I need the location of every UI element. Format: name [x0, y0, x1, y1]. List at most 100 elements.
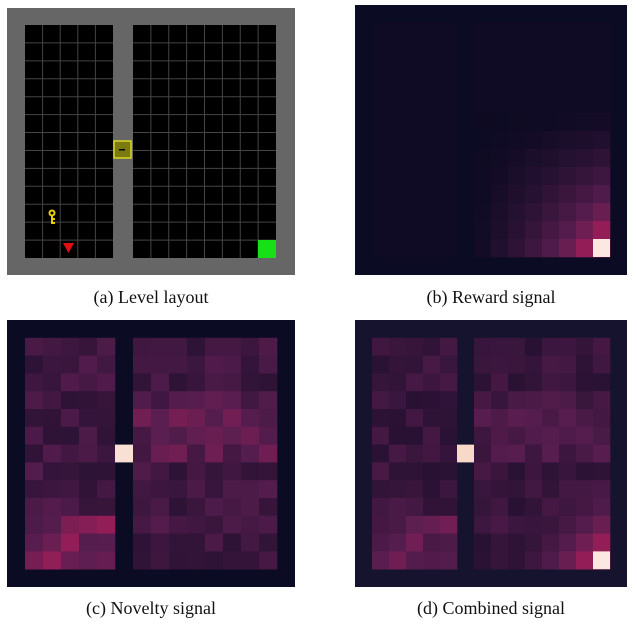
heatmap-cell — [241, 373, 259, 391]
heatmap-cell — [97, 516, 115, 534]
heatmap-cell — [406, 551, 423, 569]
heatmap-cell — [576, 480, 593, 498]
heatmap-cell — [576, 338, 593, 356]
heatmap-cell — [25, 338, 43, 356]
heatmap-cell — [133, 480, 151, 498]
heatmap-cell — [187, 409, 205, 427]
heatmap-cell — [205, 516, 223, 534]
heatmap-cell — [525, 149, 542, 167]
heatmap-cell — [259, 338, 277, 356]
heatmap-cell — [372, 445, 389, 463]
heatmap-cell — [508, 59, 525, 77]
heatmap-cell — [61, 427, 79, 445]
heatmap-cell — [97, 445, 115, 463]
heatmap-cell — [133, 462, 151, 480]
heatmap-cell — [259, 445, 277, 463]
heatmap-cell — [576, 149, 593, 167]
heatmap-cell — [205, 534, 223, 552]
heatmap-cell — [440, 167, 457, 185]
heatmap-cell — [389, 131, 406, 149]
heatmap-cell — [115, 445, 133, 463]
heatmap-cell — [525, 356, 542, 374]
heatmap-cell — [525, 516, 542, 534]
heatmap-cell — [559, 498, 576, 516]
heatmap-cell — [559, 167, 576, 185]
heatmap-cell — [97, 427, 115, 445]
heatmap-cell — [593, 59, 610, 77]
heatmap-cell — [423, 356, 440, 374]
heatmap-cell — [491, 221, 508, 239]
heatmap-cell — [25, 516, 43, 534]
heatmap-cell — [169, 445, 187, 463]
heatmap-cell — [542, 77, 559, 95]
heatmap-cell — [406, 23, 423, 41]
heatmap-cell — [205, 338, 223, 356]
heatmap-cell — [491, 373, 508, 391]
heatmap-cell — [508, 462, 525, 480]
heatmap-cell — [389, 356, 406, 374]
heatmap-cell — [25, 480, 43, 498]
heatmap-cell — [389, 221, 406, 239]
heatmap-cell — [491, 41, 508, 59]
heatmap-cell — [525, 221, 542, 239]
heatmap-cell — [593, 338, 610, 356]
heatmap-cell — [559, 149, 576, 167]
heatmap-cell — [491, 356, 508, 374]
heatmap-cell — [151, 551, 169, 569]
heatmap-cell — [542, 23, 559, 41]
heatmap-cell — [593, 391, 610, 409]
heatmap-cell — [559, 427, 576, 445]
heatmap-cell — [440, 59, 457, 77]
heatmap-cell — [474, 41, 491, 59]
heatmap-cell — [25, 498, 43, 516]
heatmap-cell — [593, 185, 610, 203]
heatmap-cell — [508, 427, 525, 445]
heatmap-cell — [491, 462, 508, 480]
heatmap-cell — [205, 427, 223, 445]
heatmap-cell — [205, 462, 223, 480]
heatmap-cell — [525, 498, 542, 516]
heatmap-cell — [406, 462, 423, 480]
heatmap-cell — [423, 373, 440, 391]
heatmap-cell — [559, 59, 576, 77]
heatmap-cell — [508, 551, 525, 569]
heatmap-cell — [525, 59, 542, 77]
heatmap-cell — [491, 203, 508, 221]
heatmap-cell — [61, 480, 79, 498]
left-room — [25, 25, 113, 258]
heatmap-cell — [43, 498, 61, 516]
heatmap-cell — [372, 59, 389, 77]
heatmap-cell — [133, 338, 151, 356]
heatmap-cell — [389, 534, 406, 552]
heatmap-cell — [542, 427, 559, 445]
heatmap-cell — [241, 445, 259, 463]
heatmap-cell — [576, 41, 593, 59]
heatmap-cell — [542, 409, 559, 427]
heatmap-cell — [508, 445, 525, 463]
heatmap-cell — [542, 41, 559, 59]
heatmap-cell — [389, 516, 406, 534]
heatmap-cell — [525, 373, 542, 391]
heatmap-cell — [97, 551, 115, 569]
heatmap-cell — [542, 131, 559, 149]
heatmap-cell — [241, 534, 259, 552]
heatmap-cell — [474, 77, 491, 95]
heatmap-cell — [406, 41, 423, 59]
heatmap-cell — [474, 445, 491, 463]
heatmap-cell — [169, 338, 187, 356]
heatmap-cell — [440, 409, 457, 427]
heatmap-cell — [389, 95, 406, 113]
heatmap-cell — [508, 77, 525, 95]
heatmap-cell — [223, 516, 241, 534]
heatmap-cell — [576, 445, 593, 463]
heatmap-cell — [423, 41, 440, 59]
heatmap-cell — [525, 551, 542, 569]
heatmap-cell — [525, 131, 542, 149]
heatmap-cell — [187, 338, 205, 356]
heatmap-cell — [576, 203, 593, 221]
heatmap-cell — [491, 149, 508, 167]
heatmap-cell — [593, 551, 610, 569]
heatmap-cell — [440, 551, 457, 569]
heatmap-cell — [372, 185, 389, 203]
heatmap-cell — [576, 221, 593, 239]
